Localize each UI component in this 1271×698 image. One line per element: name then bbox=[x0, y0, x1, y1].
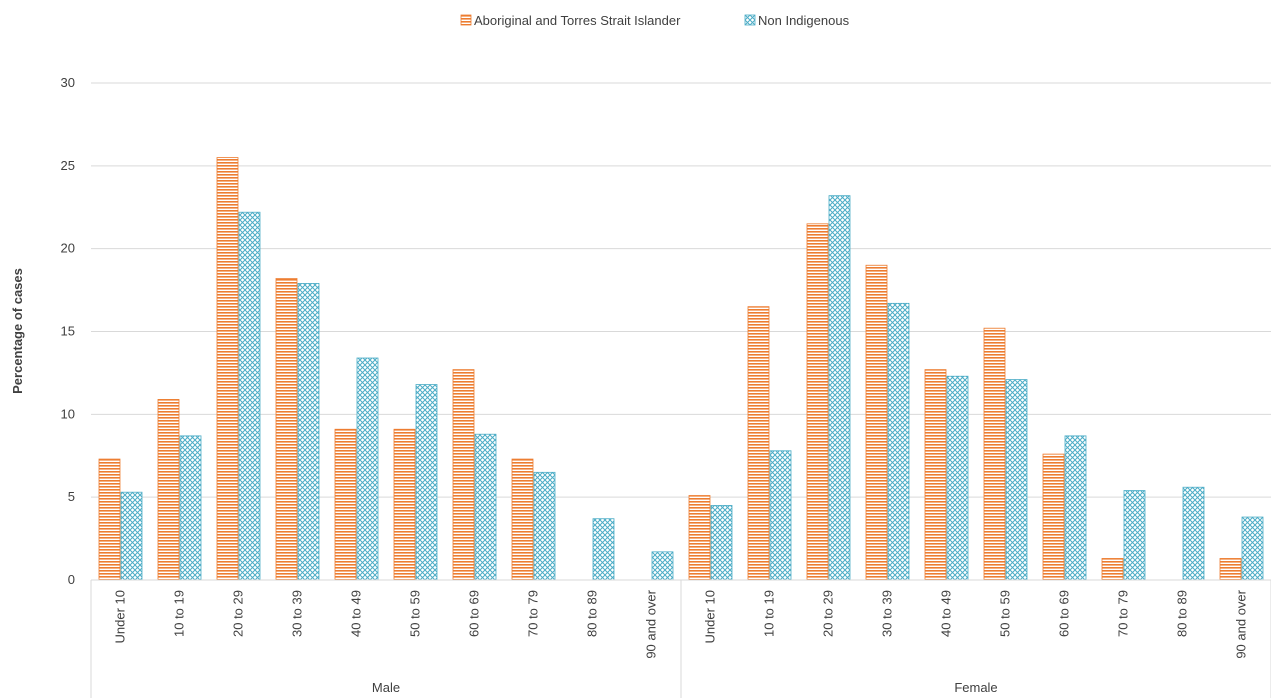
x-tick-label: 10 to 19 bbox=[762, 590, 777, 637]
bar-non-indigenous-female-4 bbox=[946, 375, 969, 581]
legend: Aboriginal and Torres Strait Islander Non… bbox=[460, 13, 850, 28]
x-tick-label: 30 to 39 bbox=[290, 590, 305, 637]
bar-non-indigenous-female-8 bbox=[1182, 486, 1205, 581]
x-tick-label: 40 to 49 bbox=[939, 590, 954, 637]
x-tick-label: 90 and over bbox=[644, 589, 659, 658]
x-tick-label: 60 to 69 bbox=[467, 590, 482, 637]
x-tick-label: 50 to 59 bbox=[408, 590, 423, 637]
y-axis-title: Percentage of cases bbox=[10, 268, 25, 394]
bar-non-indigenous-female-9 bbox=[1241, 516, 1264, 581]
x-tick-label: 20 to 29 bbox=[231, 590, 246, 637]
bar-non-indigenous-male-3 bbox=[297, 283, 320, 581]
group-label-male: Male bbox=[372, 680, 400, 695]
bar-non-indigenous-male-4 bbox=[356, 357, 379, 581]
bar-aboriginal-male-3 bbox=[275, 278, 298, 581]
bar-non-indigenous-male-0 bbox=[120, 491, 143, 581]
bar-non-indigenous-female-0 bbox=[710, 505, 733, 581]
bar-non-indigenous-male-8 bbox=[592, 518, 615, 581]
bar-aboriginal-male-1 bbox=[157, 399, 180, 581]
group-label-female: Female bbox=[954, 680, 997, 695]
bar-aboriginal-male-6 bbox=[452, 369, 475, 581]
y-tick-label: 30 bbox=[61, 75, 75, 90]
bar-aboriginal-male-0 bbox=[98, 458, 121, 581]
bar-aboriginal-female-2 bbox=[806, 223, 829, 581]
bar-aboriginal-female-6 bbox=[1042, 453, 1065, 581]
bars bbox=[98, 157, 1264, 581]
x-tick-label: 30 to 39 bbox=[880, 590, 895, 637]
x-tick-label: 40 to 49 bbox=[349, 590, 364, 637]
y-tick-label: 0 bbox=[68, 572, 75, 587]
x-tick-label: 80 to 89 bbox=[585, 590, 600, 637]
x-tick-label: 70 to 79 bbox=[526, 590, 541, 637]
x-tick-label: Under 10 bbox=[703, 590, 718, 643]
bar-non-indigenous-female-6 bbox=[1064, 435, 1087, 581]
x-tick-label: 10 to 19 bbox=[172, 590, 187, 637]
bar-aboriginal-male-5 bbox=[393, 428, 416, 581]
bar-aboriginal-female-3 bbox=[865, 264, 888, 581]
x-tick-label: 80 to 89 bbox=[1175, 590, 1190, 637]
bar-aboriginal-female-0 bbox=[688, 495, 711, 581]
x-tick-label: 50 to 59 bbox=[998, 590, 1013, 637]
y-tick-label: 25 bbox=[61, 158, 75, 173]
y-tick-label: 5 bbox=[68, 489, 75, 504]
bar-aboriginal-female-5 bbox=[983, 327, 1006, 581]
bar-aboriginal-male-4 bbox=[334, 428, 357, 581]
bar-aboriginal-male-7 bbox=[511, 458, 534, 581]
bar-non-indigenous-male-2 bbox=[238, 211, 261, 581]
bar-non-indigenous-female-7 bbox=[1123, 490, 1146, 581]
legend-label-non-indigenous: Non Indigenous bbox=[758, 13, 850, 28]
legend-label-aboriginal: Aboriginal and Torres Strait Islander bbox=[474, 13, 681, 28]
bar-non-indigenous-male-6 bbox=[474, 433, 497, 581]
gridlines bbox=[91, 82, 1271, 498]
bar-aboriginal-male-2 bbox=[216, 157, 239, 581]
axes: 0 5 10 15 20 25 30 Male Under 10 10 to 19 20 to 29… bbox=[61, 75, 1271, 698]
x-tick-label: 60 to 69 bbox=[1057, 590, 1072, 637]
y-tick-label: 20 bbox=[61, 241, 75, 256]
x-tick-label: 70 to 79 bbox=[1116, 590, 1131, 637]
bar-non-indigenous-male-7 bbox=[533, 471, 556, 581]
legend-swatch-non-indigenous bbox=[744, 14, 756, 26]
y-tick-label: 10 bbox=[61, 406, 75, 421]
bar-aboriginal-female-7 bbox=[1101, 558, 1124, 581]
y-tick-label: 15 bbox=[61, 324, 75, 339]
bar-non-indigenous-female-5 bbox=[1005, 379, 1028, 581]
x-tick-label: 90 and over bbox=[1234, 589, 1249, 658]
x-tick-label: Under 10 bbox=[113, 590, 128, 643]
bar-non-indigenous-male-9 bbox=[651, 551, 674, 581]
legend-swatch-aboriginal bbox=[460, 14, 472, 26]
bar-non-indigenous-female-1 bbox=[769, 450, 792, 581]
bar-aboriginal-female-4 bbox=[924, 369, 947, 581]
bar-non-indigenous-female-2 bbox=[828, 195, 851, 581]
x-tick-label: 20 to 29 bbox=[821, 590, 836, 637]
bar-aboriginal-female-9 bbox=[1219, 558, 1242, 581]
bar-non-indigenous-male-5 bbox=[415, 384, 438, 581]
bar-aboriginal-female-1 bbox=[747, 306, 770, 581]
bar-non-indigenous-female-3 bbox=[887, 302, 910, 581]
bar-non-indigenous-male-1 bbox=[179, 435, 202, 581]
